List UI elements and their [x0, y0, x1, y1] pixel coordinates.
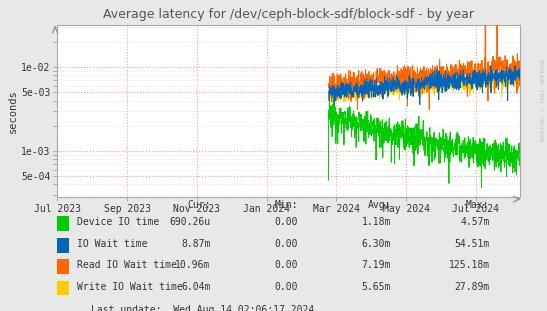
Title: Average latency for /dev/ceph-block-sdf/block-sdf - by year: Average latency for /dev/ceph-block-sdf/… [103, 8, 474, 21]
Text: 125.18m: 125.18m [449, 260, 490, 270]
Text: RRDTOOL / TOBI OETIKER: RRDTOOL / TOBI OETIKER [541, 58, 546, 141]
Text: 10.96m: 10.96m [176, 260, 211, 270]
Text: 0.00: 0.00 [275, 260, 298, 270]
Text: Max:: Max: [466, 200, 490, 210]
Text: 6.30m: 6.30m [362, 239, 391, 249]
Text: Avg:: Avg: [368, 200, 391, 210]
Text: 8.87m: 8.87m [181, 239, 211, 249]
Text: 6.04m: 6.04m [181, 282, 211, 292]
Y-axis label: seconds: seconds [8, 89, 19, 133]
Text: Read IO Wait time: Read IO Wait time [77, 260, 177, 270]
Text: Device IO time: Device IO time [77, 217, 159, 227]
Text: 54.51m: 54.51m [455, 239, 490, 249]
Text: Min:: Min: [275, 200, 298, 210]
Text: 7.19m: 7.19m [362, 260, 391, 270]
Text: 5.65m: 5.65m [362, 282, 391, 292]
Text: 0.00: 0.00 [275, 217, 298, 227]
Text: 0.00: 0.00 [275, 239, 298, 249]
Text: 27.89m: 27.89m [455, 282, 490, 292]
Text: 0.00: 0.00 [275, 282, 298, 292]
Text: 1.18m: 1.18m [362, 217, 391, 227]
Text: Write IO Wait time: Write IO Wait time [77, 282, 182, 292]
Text: Cur:: Cur: [187, 200, 211, 210]
Text: IO Wait time: IO Wait time [77, 239, 147, 249]
Text: 690.26u: 690.26u [170, 217, 211, 227]
Text: 4.57m: 4.57m [460, 217, 490, 227]
Text: Last update:  Wed Aug 14 02:06:17 2024: Last update: Wed Aug 14 02:06:17 2024 [91, 305, 315, 311]
